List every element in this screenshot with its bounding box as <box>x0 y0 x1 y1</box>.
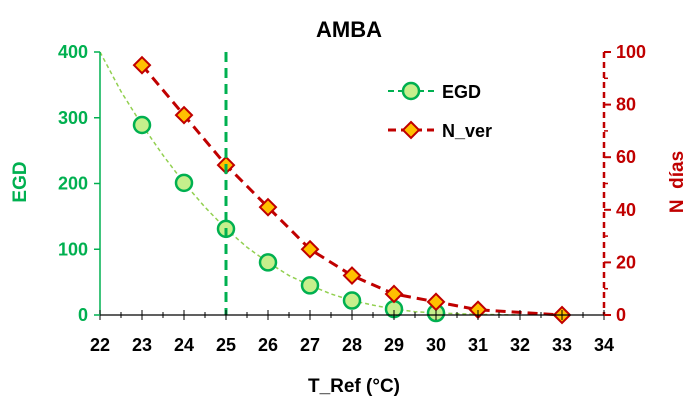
point-N_ver <box>300 239 320 259</box>
x-tick-label: 30 <box>426 335 446 355</box>
point-EGD <box>258 253 278 272</box>
point-EGD <box>132 115 152 135</box>
legend-label-EGD: EGD <box>442 82 481 102</box>
fit-curve-layer <box>99 51 521 316</box>
axes-layer: 22 23 24 25 26 27 28 29 30 31 32 33 3401002003004000… <box>58 42 646 355</box>
y-left-tick-label: 0 <box>78 305 88 325</box>
series-layer <box>132 55 572 325</box>
x-tick-label: 24 <box>174 335 194 355</box>
point-N_ver <box>258 197 278 217</box>
x-tick-label: 33 <box>552 335 572 355</box>
x-tick-label: 23 <box>132 335 152 355</box>
x-tick-label: 25 <box>216 335 236 355</box>
x-tick-label: 29 <box>384 335 404 355</box>
y-axis-label-right: N días <box>667 151 688 213</box>
series-line-N_ver <box>140 64 563 317</box>
y-right-tick-label: 100 <box>616 42 646 62</box>
y-right-tick-label: 0 <box>616 305 626 325</box>
y-left-tick-label: 200 <box>58 174 88 194</box>
x-tick-label: 27 <box>300 335 320 355</box>
y-right-tick-label: 20 <box>616 252 636 272</box>
x-axis-label: T_Ref (°C) <box>308 376 400 397</box>
legend-marker-N_ver <box>401 120 421 140</box>
fit-curve <box>99 51 521 316</box>
y-right-tick-label: 60 <box>616 147 636 167</box>
legend: EGD N_ver <box>388 81 492 141</box>
legend-label-N_ver: N_ver <box>442 121 492 141</box>
y-left-tick-label: 300 <box>58 108 88 128</box>
point-N_ver <box>384 284 404 304</box>
y-axis-label-left: EGD <box>10 161 31 202</box>
point-EGD <box>300 276 320 295</box>
y-left-tick-label: 400 <box>58 42 88 62</box>
point-EGD <box>174 173 194 193</box>
x-tick-label: 28 <box>342 335 362 355</box>
x-tick-label: 26 <box>258 335 278 355</box>
x-tick-label: 31 <box>468 335 488 355</box>
y-right-tick-label: 80 <box>616 95 636 115</box>
point-N_ver <box>132 55 152 75</box>
x-tick-label: 34 <box>594 335 614 355</box>
chart-title: AMBA <box>316 17 382 42</box>
point-N_ver <box>426 292 446 312</box>
y-left-tick-label: 100 <box>58 239 88 259</box>
legend-marker-EGD <box>401 81 421 101</box>
point-EGD <box>342 291 362 310</box>
point-N_ver <box>174 105 194 125</box>
x-tick-label: 22 <box>90 335 110 355</box>
x-tick-label: 32 <box>510 335 530 355</box>
y-right-tick-label: 40 <box>616 200 636 220</box>
point-N_ver <box>342 266 362 285</box>
